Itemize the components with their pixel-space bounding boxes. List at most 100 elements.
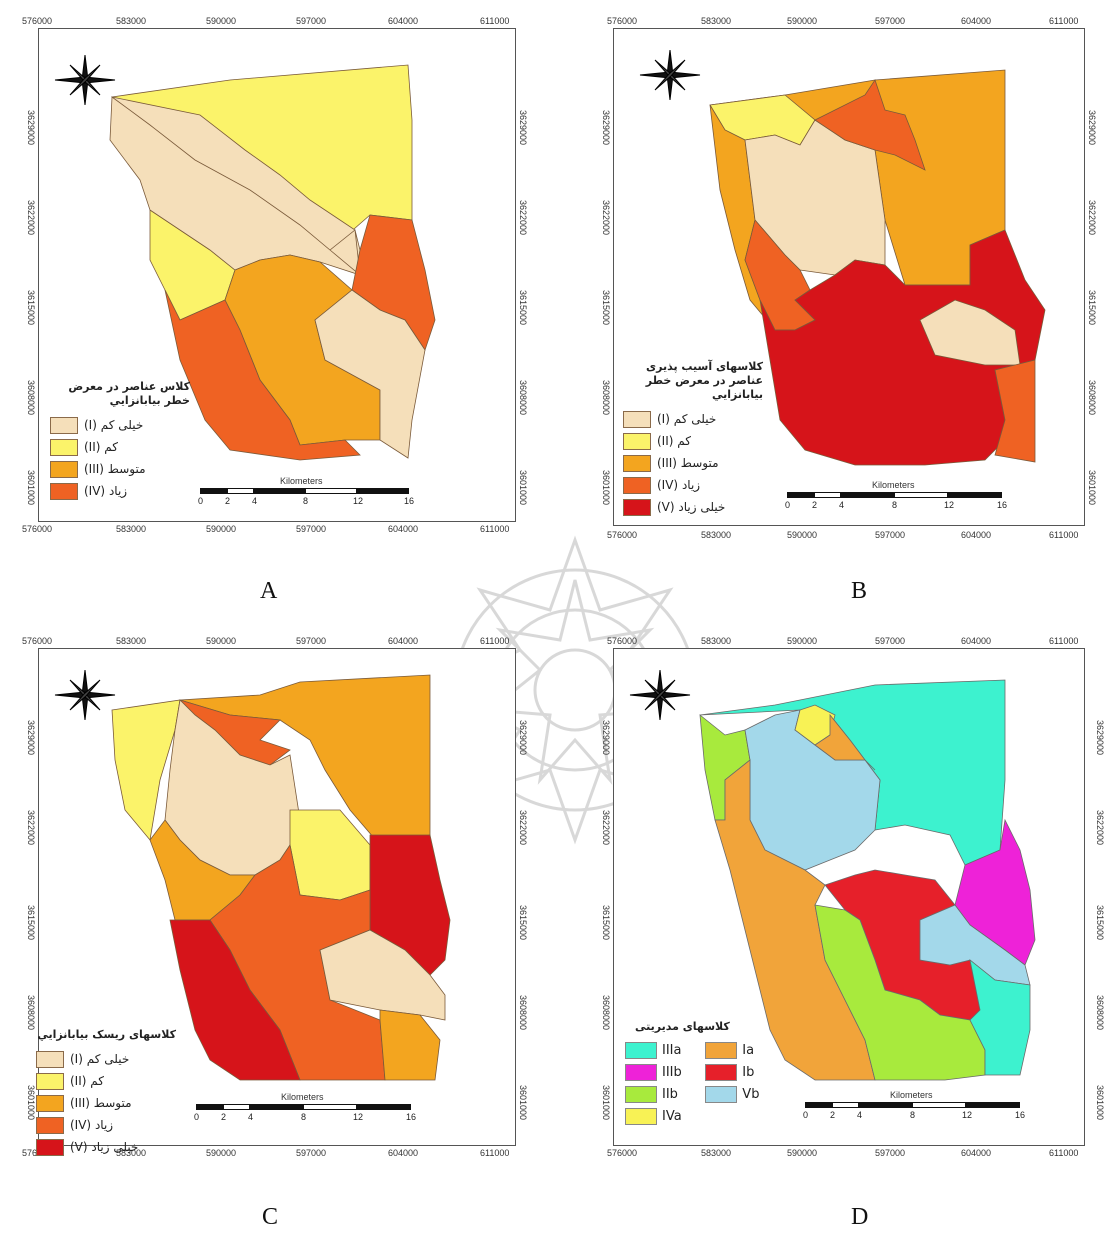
legend-swatch [623, 454, 651, 472]
legend-title: كلاسهای ريسک بيابانزايي [37, 1028, 176, 1041]
x-tick: 604000 [388, 16, 419, 26]
legend-item: Vb [705, 1084, 765, 1104]
legend-swatch [623, 432, 651, 450]
panel-caption: C [262, 1204, 279, 1230]
legend-item: IIb [625, 1084, 687, 1104]
panel-b: 576000 583000 590000 597000 604000 61100… [575, 0, 1120, 610]
legend-item: (IV) زياد [36, 1114, 176, 1136]
x-tick: 576000 [607, 16, 638, 26]
scale-tick: 8 [303, 496, 309, 506]
x-tick: 604000 [961, 636, 992, 646]
legend-label: (III) متوسط [84, 462, 146, 476]
map-a [54, 54, 436, 461]
legend-b: كلاسهای آسيب پذيری عناصر در معرض خطر بيا… [623, 360, 763, 518]
scale-tick: 8 [301, 1112, 307, 1122]
x-tick: 611000 [480, 524, 510, 534]
x-tick: 590000 [787, 530, 818, 540]
scale-segment [200, 488, 227, 494]
scale-bar: Kilometers 0 2 4 8 12 16 [198, 476, 414, 506]
x-tick: 604000 [961, 16, 992, 26]
legend-item: (V) خيلی زياد [36, 1136, 176, 1158]
panel-caption: A [260, 578, 278, 604]
legend-swatch [705, 1041, 738, 1059]
legend-item: Ia [705, 1040, 765, 1060]
legend-swatch [625, 1085, 657, 1103]
scale-tick: 16 [1015, 1110, 1026, 1120]
scale-segment [254, 488, 305, 494]
legend-item: (I) خيلی كم [36, 1048, 176, 1070]
scale-unit: Kilometers [281, 1092, 324, 1102]
legend-swatch [36, 1116, 64, 1134]
legend-item: (III) متوسط [50, 458, 190, 480]
x-tick: 583000 [701, 16, 732, 26]
scale-tick: 4 [252, 496, 258, 506]
x-tick: 611000 [1049, 1148, 1079, 1158]
zone-low-center [289, 809, 371, 901]
x-tick: 604000 [961, 1148, 992, 1158]
x-tick: 597000 [875, 1148, 906, 1158]
x-tick: 576000 [607, 530, 638, 540]
scale-tick: 2 [830, 1110, 836, 1120]
scale-tick: 8 [892, 500, 898, 510]
scale-bar: Kilometers 0 2 4 8 12 16 [803, 1090, 1025, 1120]
legend-swatch [625, 1063, 657, 1081]
legend-item: (II) كم [623, 430, 763, 452]
legend-label: Ia [742, 1042, 755, 1058]
compass-rose [639, 49, 701, 101]
x-tick: 597000 [875, 16, 906, 26]
legend-swatch [36, 1072, 64, 1090]
zone-high-north [814, 79, 926, 171]
compass-rose [54, 54, 116, 106]
scale-tick: 12 [353, 1112, 364, 1122]
scale-segment [305, 488, 357, 494]
x-tick: 597000 [296, 1148, 327, 1158]
scale-segment [357, 488, 409, 494]
scale-tick: 2 [225, 496, 231, 506]
legend-item: IIIb [625, 1062, 687, 1082]
legend-title: كلاس عناصر در معرض خطر بيابانزايي [68, 380, 190, 407]
legend-swatch [50, 438, 78, 456]
x-tick: 583000 [701, 636, 732, 646]
legend-swatch [36, 1138, 64, 1156]
legend-label: (II) كم [657, 434, 691, 448]
legend-item: (II) كم [36, 1070, 176, 1092]
scale-tick: 4 [839, 500, 845, 510]
x-tick: 590000 [206, 1148, 237, 1158]
scale-tick: 4 [857, 1110, 863, 1120]
legend-label: (V) خيلی زياد [657, 500, 726, 514]
scale-segment [814, 492, 841, 498]
scale-unit: Kilometers [872, 480, 915, 490]
scale-tick: 0 [803, 1110, 809, 1120]
scale-segment [805, 1102, 832, 1108]
legend-a: كلاس عناصر در معرض خطر بيابانزايي (I) خي… [50, 380, 190, 502]
scale-unit: Kilometers [890, 1090, 933, 1100]
zone-very-high-sw [169, 919, 301, 1081]
panel-d: 576000 583000 590000 597000 604000 61100… [575, 620, 1120, 1239]
x-tick: 611000 [1049, 16, 1079, 26]
scale-segment [196, 1104, 223, 1110]
legend-item: (IV) زياد [623, 474, 763, 496]
scale-segment [859, 1102, 912, 1108]
scale-tick: 2 [221, 1112, 227, 1122]
legend-label: (III) متوسط [657, 456, 719, 470]
scale-tick: 4 [248, 1112, 254, 1122]
legend-label: (IV) زياد [84, 484, 128, 498]
legend-item: IIIa [625, 1040, 687, 1060]
x-tick: 583000 [116, 524, 147, 534]
legend-label: IIb [662, 1086, 678, 1102]
legend-swatch [625, 1107, 657, 1125]
zone-Ia-north [814, 713, 876, 771]
x-tick: 576000 [607, 636, 638, 646]
scale-tick: 8 [910, 1110, 916, 1120]
map-d [629, 669, 1036, 1081]
scale-segment [832, 1102, 859, 1108]
legend-label: IVa [662, 1108, 682, 1124]
legend-swatch [36, 1050, 64, 1068]
zone-medium-se [379, 1009, 441, 1081]
x-tick: 611000 [1049, 636, 1079, 646]
x-tick: 583000 [116, 16, 147, 26]
legend-item: IVa [625, 1106, 687, 1126]
x-tick: 597000 [296, 636, 327, 646]
panel-caption: B [851, 578, 868, 604]
legend-swatch [623, 498, 651, 516]
